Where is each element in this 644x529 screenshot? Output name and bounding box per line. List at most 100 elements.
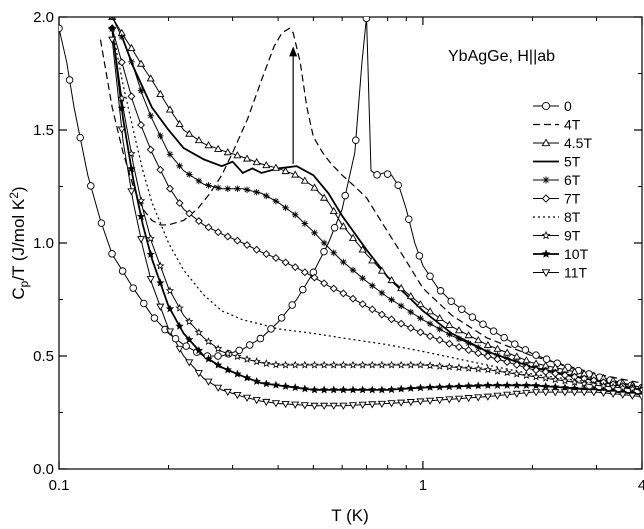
marker-star-open (512, 369, 521, 378)
marker-triangle-down (117, 126, 126, 134)
marker-diamond (166, 184, 174, 193)
marker-circle (140, 299, 148, 308)
marker-diamond (455, 343, 463, 351)
marker-star-open (329, 360, 338, 369)
marker-triangle-down (560, 389, 570, 397)
marker-triangle-up (156, 89, 165, 97)
marker-triangle-down (464, 395, 473, 403)
marker-triangle-down (165, 328, 175, 336)
marker-star-open (185, 317, 194, 326)
marker-star-filled (214, 360, 223, 369)
marker-diamond (310, 273, 319, 282)
marker-asterisk (291, 211, 299, 219)
marker-star-filled (358, 385, 367, 394)
series-line-4-5T (111, 17, 642, 389)
marker-triangle-up (368, 256, 377, 264)
x-tick-label: 1 (419, 477, 427, 494)
marker-asterisk (263, 192, 270, 200)
marker-asterisk (368, 282, 376, 290)
marker-triangle-down (252, 397, 261, 405)
marker-star-open (339, 360, 348, 369)
marker-triangle-down (108, 36, 117, 44)
legend: 0 4T 4.5T 5T 6T 7T 8T 9T 10T 11T (533, 98, 592, 281)
marker-circle (426, 272, 434, 280)
series-line-7T (111, 28, 642, 391)
marker-triangle-up (185, 129, 194, 137)
marker-star-filled (348, 385, 358, 394)
marker-star-open (570, 377, 579, 386)
marker-triangle-down (599, 389, 608, 398)
marker-triangle-up (483, 340, 492, 348)
marker-asterisk (108, 17, 116, 21)
legend-label: 11T (564, 265, 588, 281)
marker-diamond (522, 363, 531, 372)
series-markers-0 (59, 17, 642, 392)
marker-triangle-down (310, 402, 319, 410)
legend-label: 5T (564, 154, 581, 170)
marker-triangle-down (445, 396, 454, 404)
marker-star-open (560, 376, 570, 385)
marker-asterisk (340, 258, 347, 266)
marker-circle (108, 250, 116, 258)
marker-triangle-down (300, 402, 309, 410)
marker-star-open (165, 286, 175, 295)
marker-diamond (252, 245, 261, 254)
marker-asterisk (147, 112, 155, 120)
marker-asterisk (330, 249, 338, 257)
legend-label: 0 (564, 98, 572, 114)
marker-triangle-down (454, 395, 464, 403)
marker-asterisk (378, 289, 386, 297)
marker-diamond (503, 358, 512, 366)
marker-circle (87, 182, 95, 190)
marker-diamond (137, 121, 146, 129)
marker-star-open (291, 360, 300, 369)
marker-diamond (223, 232, 232, 241)
marker-star-open (310, 360, 319, 369)
marker-triangle-down (185, 359, 194, 367)
marker-asterisk (455, 335, 463, 343)
marker-circle (415, 252, 424, 260)
marker-star-filled (464, 381, 473, 390)
marker-star-open (387, 360, 396, 369)
marker-triangle-up (416, 300, 425, 308)
marker-asterisk (118, 33, 126, 41)
marker-asterisk (234, 185, 241, 193)
marker-triangle-down (637, 393, 642, 401)
marker-triangle-down (531, 389, 541, 397)
marker-triangle-up (127, 43, 136, 51)
marker-triangle-up (320, 193, 329, 201)
marker-triangle-up (329, 206, 338, 214)
marker-asterisk (436, 325, 444, 333)
marker-diamond (320, 279, 329, 288)
marker-asterisk (359, 274, 366, 282)
marker-triangle-down (618, 391, 627, 399)
marker-star-filled (435, 382, 444, 391)
marker-triangle-down (589, 389, 598, 397)
marker-triangle-down (223, 388, 232, 397)
marker-star-open (271, 360, 281, 369)
marker-triangle-up (493, 344, 502, 352)
marker-asterisk (426, 320, 434, 328)
marker-circle (214, 352, 222, 360)
marker-diamond (358, 300, 367, 309)
series-line-9T (111, 28, 642, 391)
marker-star-filled (194, 346, 203, 354)
marker-star-open (474, 364, 483, 373)
marker-circle (436, 287, 445, 295)
marker-triangle-down (541, 269, 551, 278)
marker-triangle-down (570, 389, 579, 397)
marker-star-filled (165, 304, 175, 313)
marker-star-filled (512, 381, 521, 389)
marker-star-open (541, 230, 551, 240)
marker-asterisk (205, 182, 212, 189)
marker-triangle-up (233, 151, 242, 159)
marker-diamond (426, 332, 435, 341)
marker-diamond (300, 268, 309, 277)
marker-asterisk (484, 348, 492, 356)
y-tick-label: 1.5 (33, 122, 54, 139)
marker-triangle-down (397, 399, 406, 407)
marker-circle (458, 305, 466, 313)
marker-diamond (194, 217, 203, 225)
marker-star-filled (483, 381, 493, 389)
